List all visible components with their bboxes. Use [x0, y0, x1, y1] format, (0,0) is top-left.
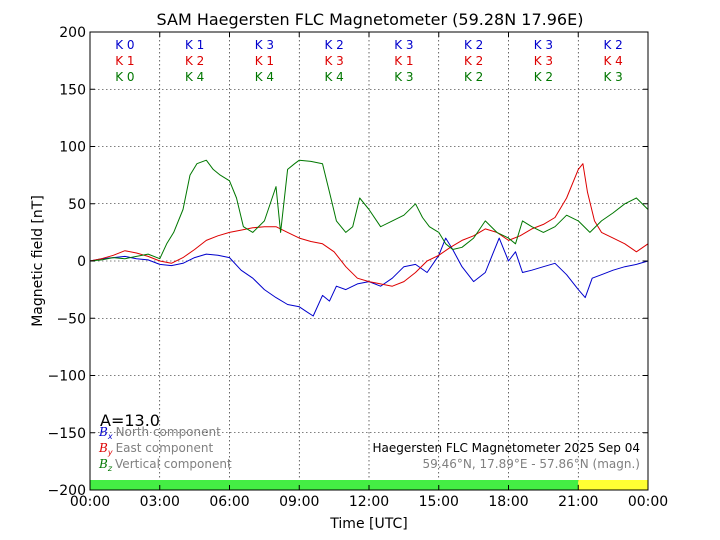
k-index-z: K 4: [255, 70, 274, 84]
k-index-x: K 3: [255, 38, 274, 52]
x-tick-label: 06:00: [209, 494, 249, 510]
x-tick-label: 15:00: [419, 494, 459, 510]
k-index-y: K 1: [255, 54, 274, 68]
a-index-label: A=13.0: [100, 411, 160, 430]
series-line-vertical-component: [89, 159, 649, 262]
series-line-east-component: [89, 163, 649, 287]
y-tick-label: −50: [56, 311, 86, 327]
status-bar: [90, 480, 648, 490]
x-tick-label: 12:00: [349, 494, 389, 510]
k-index-labels: K 0 K 1 K 0 K 1 K 2 K 4 K 3 K 1 K 4 K 2 K 3 K 4 K 3 K…: [115, 38, 623, 84]
y-tick-label: 150: [59, 82, 86, 98]
k-index-x: K 2: [324, 38, 343, 52]
k-index-z: K 3: [603, 70, 622, 84]
y-axis-label: Magnetic field [nT]: [30, 195, 46, 327]
x-tick-label: 00:00: [628, 494, 668, 510]
grid-lines: [90, 32, 648, 490]
k-index-z: K 2: [464, 70, 483, 84]
status-segment: [578, 480, 648, 490]
x-tick-label: 18:00: [488, 494, 528, 510]
y-tick-label: 100: [59, 140, 86, 156]
series-line-north-component: [89, 237, 649, 317]
y-tick-label: 0: [77, 254, 86, 270]
y-axis-ticks: −200 −150 −100 −50 0 50 100 150 200: [48, 25, 648, 499]
k-index-x: K 1: [185, 38, 204, 52]
y-tick-label: −150: [48, 426, 86, 442]
x-axis-label: Time [UTC]: [329, 516, 407, 532]
k-index-x: K 3: [394, 38, 413, 52]
k-index-y: K 1: [115, 54, 134, 68]
station-info-title: Haegersten FLC Magnetometer 2025 Sep 04: [372, 441, 640, 455]
k-index-z: K 4: [185, 70, 204, 84]
k-index-x: K 2: [603, 38, 622, 52]
series-lines: [89, 159, 649, 317]
x-tick-label: 00:00: [70, 494, 110, 510]
legend-entry: By East component: [98, 441, 213, 457]
k-index-x: K 3: [534, 38, 553, 52]
x-tick-label: 21:00: [558, 494, 598, 510]
k-index-y: K 1: [394, 54, 413, 68]
y-tick-label: 50: [68, 197, 86, 213]
k-index-z: K 2: [534, 70, 553, 84]
k-index-y: K 2: [464, 54, 483, 68]
k-index-y: K 3: [534, 54, 553, 68]
k-index-z: K 0: [115, 70, 134, 84]
x-tick-label: 09:00: [279, 494, 319, 510]
x-tick-label: 03:00: [140, 494, 180, 510]
legend-entry: Bx North component: [98, 425, 221, 441]
y-tick-label: 200: [59, 25, 86, 41]
status-segment: [90, 480, 579, 490]
station-info-coordinates: 59.46°N, 17.89°E - 57.86°N (magn.): [423, 457, 640, 471]
k-index-z: K 4: [324, 70, 343, 84]
chart-title: SAM Haegersten FLC Magnetometer (59.28N …: [157, 10, 584, 29]
y-tick-label: −200: [48, 483, 86, 499]
k-index-x: K 0: [115, 38, 134, 52]
k-index-z: K 3: [394, 70, 413, 84]
k-index-y: K 2: [185, 54, 204, 68]
k-index-y: K 3: [324, 54, 343, 68]
legend-entry: Bz Vertical component: [98, 457, 232, 473]
y-tick-label: −100: [48, 369, 86, 385]
x-axis-ticks: 00:00 03:00 06:00 09:00 12:00 15:00 18:00 21:00…: [70, 32, 668, 510]
k-index-x: K 2: [464, 38, 483, 52]
k-index-y: K 4: [603, 54, 622, 68]
